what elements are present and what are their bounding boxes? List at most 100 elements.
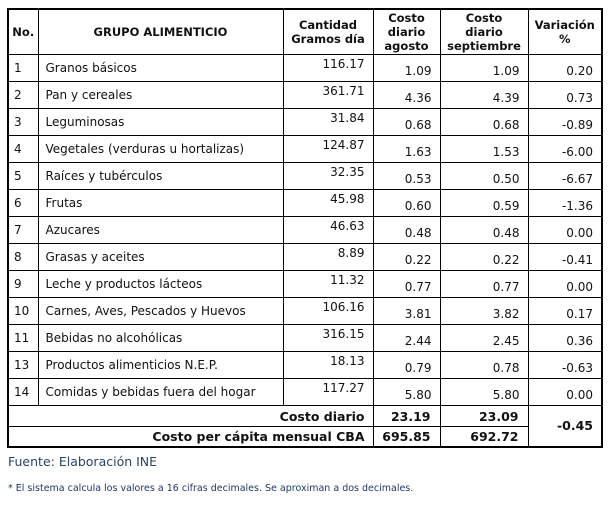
summary-variacion-total: -0.45 — [527, 405, 603, 447]
cost-september-value: 0.78 — [439, 351, 529, 379]
table-row: 11 Bebidas no alcohólicas 316.15 2.44 2.… — [7, 324, 603, 352]
summary-row-costo-diario: Costo diario 23.19 23.09 -0.45 — [7, 405, 603, 447]
cost-september-value: 5.80 — [439, 378, 529, 406]
food-group-name: Productos alimenticios N.E.P. — [37, 351, 284, 379]
table-row: 10 Carnes, Aves, Pescados y Huevos 106.1… — [7, 297, 603, 325]
food-group-name: Leche y productos lácteos — [37, 270, 284, 298]
variation-percent-value: -0.89 — [527, 108, 603, 136]
row-number: 9 — [7, 270, 39, 298]
header-costo-agosto: Costo diario agosto — [372, 8, 441, 55]
cost-september-value: 0.50 — [439, 162, 529, 190]
variation-percent-value: -6.67 — [527, 162, 603, 190]
summary-label-mensual-cba: Costo per cápita mensual CBA — [7, 426, 374, 447]
variation-percent-value: -1.36 — [527, 189, 603, 217]
summary-costo-diario-septiembre: 23.09 — [439, 405, 529, 427]
variation-percent-value: 0.00 — [527, 270, 603, 298]
food-group-name: Frutas — [37, 189, 284, 217]
grams-per-day-value: 361.71 — [282, 81, 374, 109]
variation-percent-value: -0.63 — [527, 351, 603, 379]
grams-per-day-value: 117.27 — [282, 378, 374, 406]
grams-per-day-value: 106.16 — [282, 297, 374, 325]
cost-august-value: 0.48 — [372, 216, 441, 244]
cost-august-value: 0.60 — [372, 189, 441, 217]
grams-per-day-value: 8.89 — [282, 243, 374, 271]
grams-per-day-value: 316.15 — [282, 324, 374, 352]
summary-mensual-agosto: 695.85 — [372, 426, 441, 447]
header-cantidad-gramos: Cantidad Gramos día — [282, 8, 374, 55]
cost-august-value: 0.53 — [372, 162, 441, 190]
variation-percent-value: 0.00 — [527, 216, 603, 244]
variation-percent-value: 0.36 — [527, 324, 603, 352]
row-number: 10 — [7, 297, 39, 325]
decimal-precision-footnote: * El sistema calcula los valores a 16 ci… — [8, 482, 414, 494]
header-costo-septiembre: Costo diario septiembre — [439, 8, 529, 55]
summary-row-mensual-cba: Costo per cápita mensual CBA 695.85 692.… — [7, 426, 602, 447]
food-group-name: Vegetales (verduras u hortalizas) — [37, 135, 284, 163]
row-number: 4 — [7, 135, 39, 163]
grams-per-day-value: 32.35 — [282, 162, 374, 190]
food-group-name: Bebidas no alcohólicas — [37, 324, 284, 352]
variation-percent-value: -0.41 — [527, 243, 603, 271]
food-group-name: Pan y cereales — [37, 81, 284, 109]
summary-mensual-septiembre: 692.72 — [439, 426, 529, 447]
variation-percent-value: -6.00 — [527, 135, 603, 163]
variation-percent-value: 0.20 — [527, 54, 603, 82]
cba-table: No. GRUPO ALIMENTICIO Cantidad Gramos dí… — [7, 8, 603, 448]
food-group-name: Leguminosas — [37, 108, 284, 136]
header-grupo-alimenticio: GRUPO ALIMENTICIO — [37, 8, 284, 55]
grams-per-day-value: 18.13 — [282, 351, 374, 379]
grams-per-day-value: 31.84 — [282, 108, 374, 136]
table-row: 8 Grasas y aceites 8.89 0.22 0.22 -0.41 — [7, 243, 603, 271]
row-number: 7 — [7, 216, 39, 244]
table-body: 1 Granos básicos 116.17 1.09 1.09 0.20 2… — [7, 54, 603, 406]
table-header: No. GRUPO ALIMENTICIO Cantidad Gramos dí… — [7, 8, 603, 55]
cost-september-value: 3.82 — [439, 297, 529, 325]
table-row: 7 Azucares 46.63 0.48 0.48 0.00 — [7, 216, 603, 244]
row-number: 3 — [7, 108, 39, 136]
cost-august-value: 0.22 — [372, 243, 441, 271]
header-variacion: Variación % — [527, 8, 603, 55]
table-row: 13 Productos alimenticios N.E.P. 18.13 0… — [7, 351, 603, 379]
cost-august-value: 1.63 — [372, 135, 441, 163]
cost-august-value: 1.09 — [372, 54, 441, 82]
row-number: 11 — [7, 324, 39, 352]
grams-per-day-value: 124.87 — [282, 135, 374, 163]
cost-august-value: 5.80 — [372, 378, 441, 406]
header-no: No. — [7, 8, 39, 55]
cost-august-value: 0.68 — [372, 108, 441, 136]
food-group-name: Granos básicos — [37, 54, 284, 82]
cost-september-value: 0.68 — [439, 108, 529, 136]
grams-per-day-value: 116.17 — [282, 54, 374, 82]
cost-september-value: 0.77 — [439, 270, 529, 298]
cost-september-value: 1.53 — [439, 135, 529, 163]
row-number: 6 — [7, 189, 39, 217]
cost-september-value: 2.45 — [439, 324, 529, 352]
cost-september-value: 4.39 — [439, 81, 529, 109]
cost-august-value: 2.44 — [372, 324, 441, 352]
cost-august-value: 3.81 — [372, 297, 441, 325]
grams-per-day-value: 45.98 — [282, 189, 374, 217]
table-summary: Costo diario 23.19 23.09 -0.45 Costo per… — [7, 405, 603, 447]
table-row: 3 Leguminosas 31.84 0.68 0.68 -0.89 — [7, 108, 603, 136]
cost-september-value: 1.09 — [439, 54, 529, 82]
variation-percent-value: 0.17 — [527, 297, 603, 325]
grams-per-day-value: 11.32 — [282, 270, 374, 298]
table-row: 5 Raíces y tubérculos 32.35 0.53 0.50 -6… — [7, 162, 603, 190]
row-number: 5 — [7, 162, 39, 190]
source-note: Fuente: Elaboración INE — [8, 453, 158, 469]
row-number: 2 — [7, 81, 39, 109]
row-number: 8 — [7, 243, 39, 271]
table-row: 1 Granos básicos 116.17 1.09 1.09 0.20 — [7, 54, 603, 82]
table-row: 4 Vegetales (verduras u hortalizas) 124.… — [7, 135, 603, 163]
table-row: 6 Frutas 45.98 0.60 0.59 -1.36 — [7, 189, 603, 217]
cost-september-value: 0.59 — [439, 189, 529, 217]
food-group-name: Azucares — [37, 216, 284, 244]
cost-august-value: 0.79 — [372, 351, 441, 379]
table-row: 9 Leche y productos lácteos 11.32 0.77 0… — [7, 270, 603, 298]
cost-august-value: 4.36 — [372, 81, 441, 109]
cost-august-value: 0.77 — [372, 270, 441, 298]
summary-costo-diario-agosto: 23.19 — [372, 405, 441, 427]
cost-september-value: 0.48 — [439, 216, 529, 244]
row-number: 13 — [7, 351, 39, 379]
